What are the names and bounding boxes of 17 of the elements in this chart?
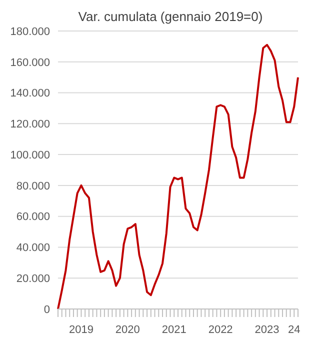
y-tick-label: 0 [44, 304, 50, 316]
x-tick-label: 2020 [115, 324, 140, 336]
x-tick-label: 24 [288, 324, 300, 336]
y-tick-label: 180.000 [10, 26, 50, 38]
x-tick-label: 2023 [254, 324, 280, 336]
y-tick-label: 80.000 [16, 180, 50, 192]
y-tick-label: 60.000 [16, 211, 50, 224]
y-tick-label: 100.000 [10, 149, 50, 162]
x-tick-label: 2022 [208, 324, 233, 336]
x-tick-label: 2021 [162, 324, 186, 336]
chart-title: Var. cumulata (gennaio 2019=0) [77, 8, 264, 26]
y-tick-label: 120.000 [10, 118, 50, 131]
x-tick-label: 2019 [68, 324, 94, 336]
y-tick-label: 20.000 [16, 273, 50, 286]
y-tick-label: 40.000 [16, 242, 50, 254]
y-tick-label: 160.000 [10, 56, 50, 69]
y-tick-label: 140.000 [10, 88, 50, 100]
